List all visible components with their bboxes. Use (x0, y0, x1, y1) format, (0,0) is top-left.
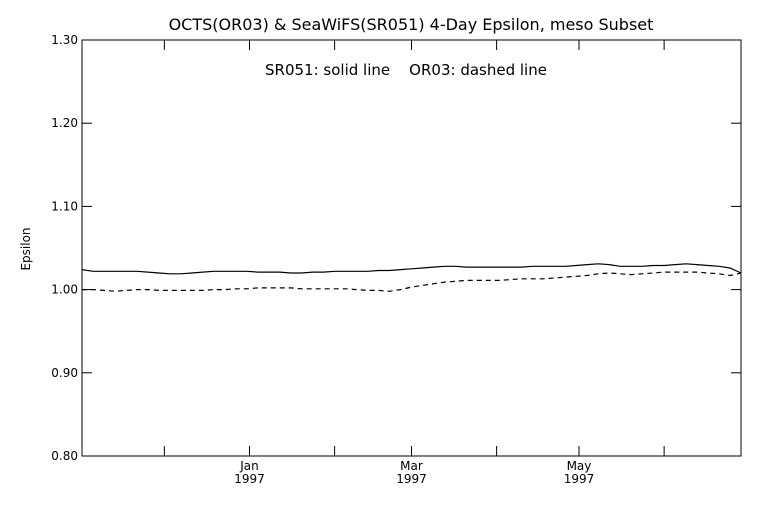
x-tick-year: 1997 (564, 472, 595, 486)
plot-frame (81, 39, 742, 457)
x-tick-year: 1997 (234, 472, 265, 486)
y-tick-label: 1.00 (51, 283, 78, 297)
x-tick-label: May (567, 459, 592, 473)
x-tick-year: 1997 (396, 472, 427, 486)
y-tick-label: 0.90 (51, 366, 78, 380)
series-line-or03 (82, 271, 742, 292)
chart-title: OCTS(OR03) & SeaWiFS(SR051) 4-Day Epsilo… (169, 15, 654, 34)
series-line-sr051 (81, 263, 742, 275)
x-tick-label: Mar (400, 459, 423, 473)
y-tick-label: 0.80 (51, 449, 78, 463)
chart-annotation: SR051: solid line OR03: dashed line (265, 61, 547, 79)
y-tick-label: 1.20 (51, 116, 78, 130)
y-axis-label: Epsilon (19, 227, 33, 270)
x-tick-label: Jan (239, 459, 259, 473)
y-tick-label: 1.30 (51, 33, 78, 47)
y-tick-label: 1.10 (51, 199, 78, 213)
